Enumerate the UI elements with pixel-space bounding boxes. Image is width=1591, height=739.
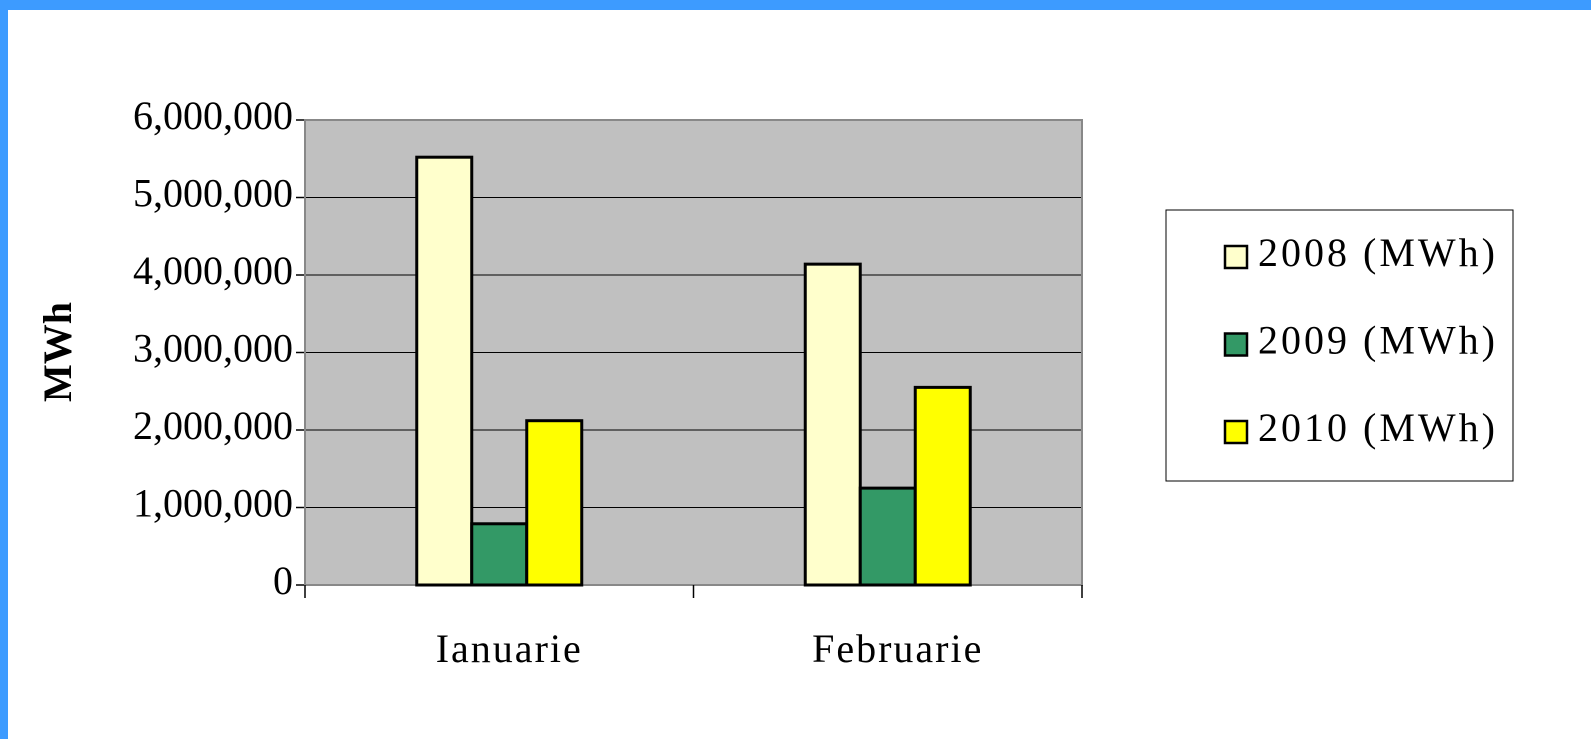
legend-swatch [1223, 332, 1249, 357]
bar [470, 522, 529, 587]
y-axis-label: MWh [35, 302, 80, 402]
legend-label: 2010 (MWh) [1258, 405, 1498, 450]
x-tick-label: Februarie [812, 626, 983, 671]
legend-swatch [1223, 419, 1249, 445]
y-tick-label: 5,000,000 [133, 171, 293, 216]
x-tick-label: Ianuarie [436, 626, 583, 671]
bar [803, 262, 862, 587]
y-tick-label: 3,000,000 [133, 326, 293, 371]
bar [525, 419, 584, 587]
y-tick-label: 2,000,000 [133, 403, 293, 448]
legend-swatch [1223, 244, 1249, 270]
y-tick-label: 1,000,000 [133, 481, 293, 526]
legend-label: 2008 (MWh) [1258, 230, 1498, 275]
y-tick-label: 4,000,000 [133, 248, 293, 293]
bar [858, 486, 917, 587]
bar [913, 385, 972, 587]
bar [415, 155, 474, 587]
legend-label: 2009 (MWh) [1258, 318, 1498, 363]
y-tick-label: 0 [273, 558, 293, 603]
y-tick-label: 6,000,000 [133, 93, 293, 138]
